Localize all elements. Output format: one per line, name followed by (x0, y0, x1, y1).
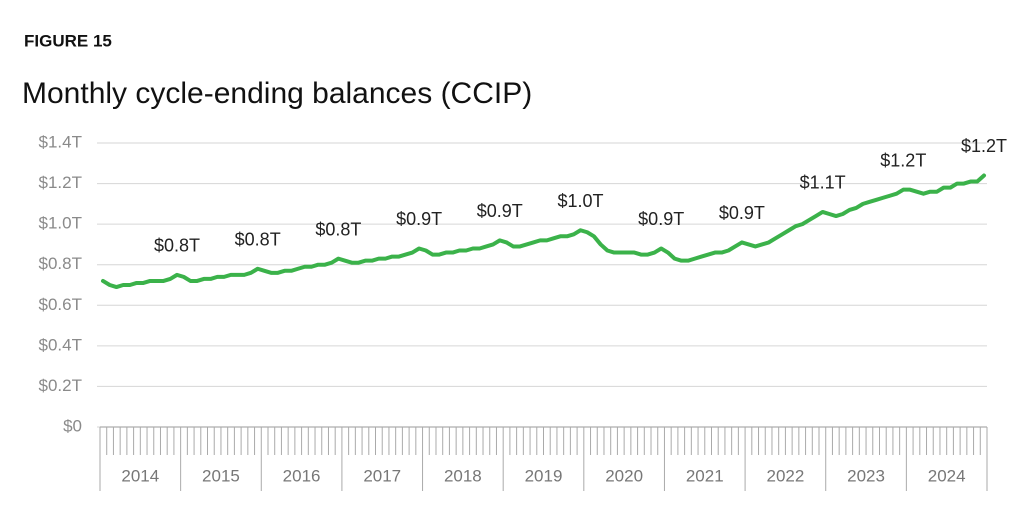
x-tick-label: 2024 (928, 466, 966, 485)
value-label: $0.9T (719, 203, 765, 223)
value-label: $1.2T (880, 150, 926, 170)
value-label: $0.8T (154, 236, 200, 256)
value-label: $1.1T (800, 173, 846, 193)
value-label: $0.8T (235, 230, 281, 250)
x-tick-label: 2018 (444, 466, 482, 485)
x-tick-label: 2021 (686, 466, 724, 485)
balance-line (101, 173, 986, 290)
x-tick-label: 2015 (202, 466, 240, 485)
x-tick-label: 2016 (283, 466, 321, 485)
y-tick-label: $0.8T (39, 254, 82, 273)
x-tick-label: 2017 (363, 466, 401, 485)
x-tick-label: 2014 (121, 466, 159, 485)
chart-title: Monthly cycle-ending balances (CCIP) (22, 77, 532, 110)
x-tick-label: 2023 (847, 466, 885, 485)
x-tick-label: 2020 (605, 466, 643, 485)
figure-label: FIGURE 15 (24, 31, 112, 50)
value-label: $1.0T (557, 191, 603, 211)
value-label: $0.9T (396, 209, 442, 229)
y-tick-label: $0 (63, 416, 82, 435)
value-label: $1.2T (961, 136, 1007, 156)
value-label: $0.8T (315, 219, 361, 239)
y-tick-label: $0.4T (39, 335, 82, 354)
value-label: $0.9T (477, 201, 523, 221)
value-label: $0.9T (638, 209, 684, 229)
y-tick-label: $0.6T (39, 295, 82, 314)
y-tick-label: $1.0T (39, 214, 82, 233)
x-tick-label: 2022 (766, 466, 804, 485)
y-tick-label: $1.4T (39, 132, 82, 151)
x-tick-label: 2019 (525, 466, 563, 485)
y-tick-label: $1.2T (39, 173, 82, 192)
y-tick-label: $0.2T (39, 376, 82, 395)
